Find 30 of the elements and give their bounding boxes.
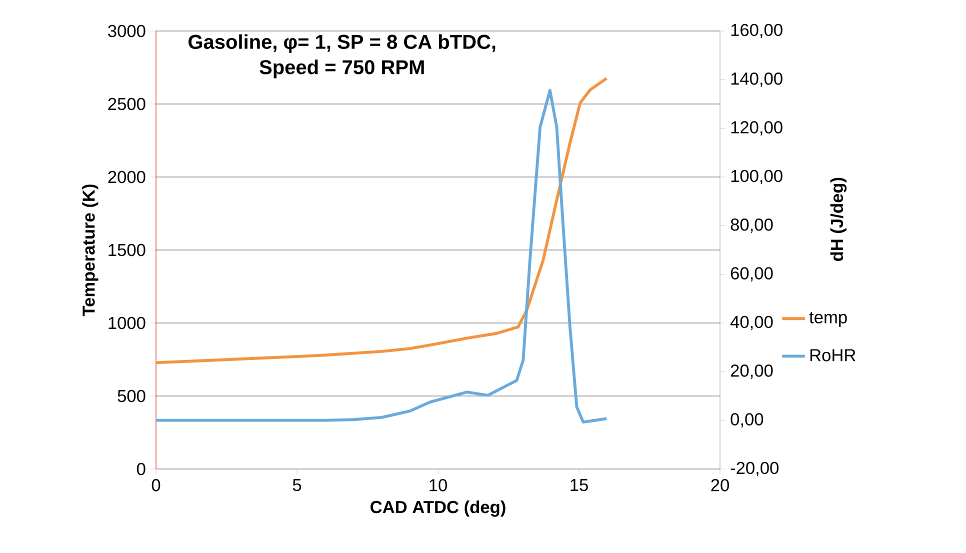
y-tick-label: 0 xyxy=(136,462,146,476)
y2-tick-label: 140,00 xyxy=(731,72,782,87)
x-tick-label: 0 xyxy=(152,479,160,492)
y2-tick-label: 60,00 xyxy=(730,267,773,282)
y-tick-label: 1000 xyxy=(108,316,146,330)
y2-tick-label: 160,00 xyxy=(731,24,782,38)
y2-tick-label: 80,00 xyxy=(730,218,773,233)
chart-title: Gasoline, φ= 1, SP = 8 CA bTDC, xyxy=(188,34,496,53)
y-tick-label: 2500 xyxy=(108,98,146,110)
legend-label: RoHR xyxy=(810,349,856,362)
text: Speed = 750 RPM xyxy=(260,60,424,78)
y-tick-label: 500 xyxy=(118,390,146,402)
y2-axis-title: dH (J/deg) xyxy=(830,178,847,261)
y2-tick-label: 100,00 xyxy=(731,170,782,184)
x-tick-label: 10 xyxy=(430,479,447,492)
y2-tick-label: 40,00 xyxy=(730,316,773,330)
line-series xyxy=(156,76,608,364)
y2-tick-label: 20,00 xyxy=(730,364,773,379)
y2-tick-label: -20,00 xyxy=(730,462,779,476)
x-tick-label: 15 xyxy=(570,479,588,492)
legend-label: temp xyxy=(809,312,847,327)
y2-tick-label: 0,00 xyxy=(730,413,764,428)
y2-tick-label: 120,00 xyxy=(731,121,782,136)
y-axis-title: Temperature (K) xyxy=(82,184,98,316)
x-tick-label: 20 xyxy=(711,479,729,492)
y-tick-label: 2000 xyxy=(108,170,146,184)
y-tick-label: 3000 xyxy=(108,24,146,38)
y-tick-label: 1500 xyxy=(108,244,146,256)
x-tick-label: 5 xyxy=(292,479,302,492)
x-axis-title: CAD ATDC (deg) xyxy=(370,500,506,517)
